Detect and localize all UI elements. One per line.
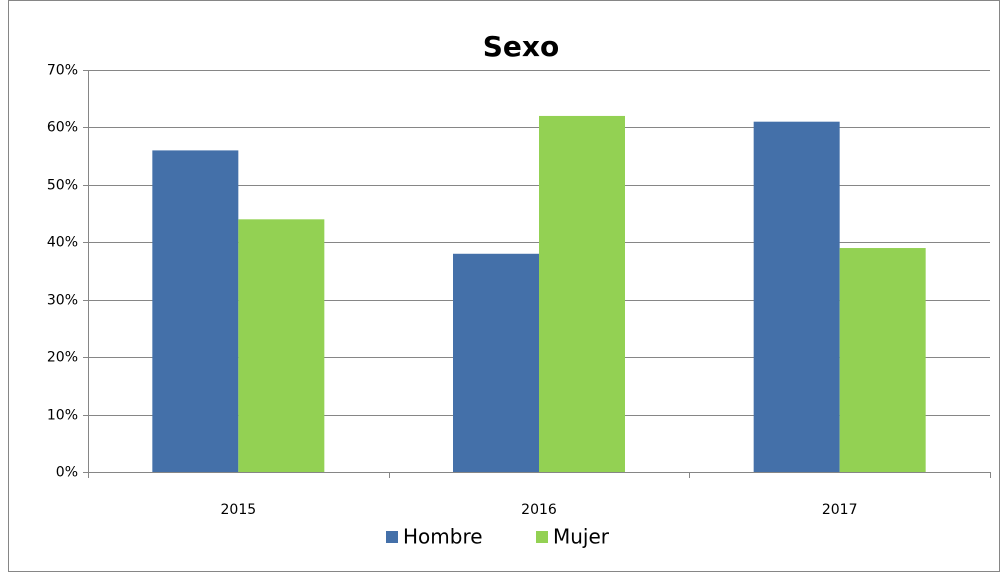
legend-label: Mujer (553, 525, 610, 549)
y-tick-label: 50% (47, 178, 78, 194)
bar (753, 121, 840, 472)
y-tick-label: 20% (47, 350, 78, 366)
y-tick-label: 40% (47, 235, 78, 251)
y-tick-label: 70% (47, 63, 78, 79)
y-tick-label: 30% (47, 293, 78, 309)
bar (152, 150, 239, 472)
bar (839, 248, 926, 472)
x-tick-label: 2015 (221, 502, 257, 518)
bar (453, 253, 539, 472)
chart-title: Sexo (483, 30, 559, 63)
legend-swatch (386, 531, 398, 543)
y-tick-label: 10% (47, 408, 78, 424)
bar (238, 219, 325, 472)
x-tick-label: 2016 (521, 502, 557, 518)
legend-label: Hombre (403, 525, 483, 549)
y-tick-label: 60% (47, 120, 78, 136)
x-tick-label: 2017 (822, 502, 858, 518)
legend-swatch (536, 531, 548, 543)
bar (539, 115, 625, 472)
y-tick-label: 0% (56, 465, 78, 481)
